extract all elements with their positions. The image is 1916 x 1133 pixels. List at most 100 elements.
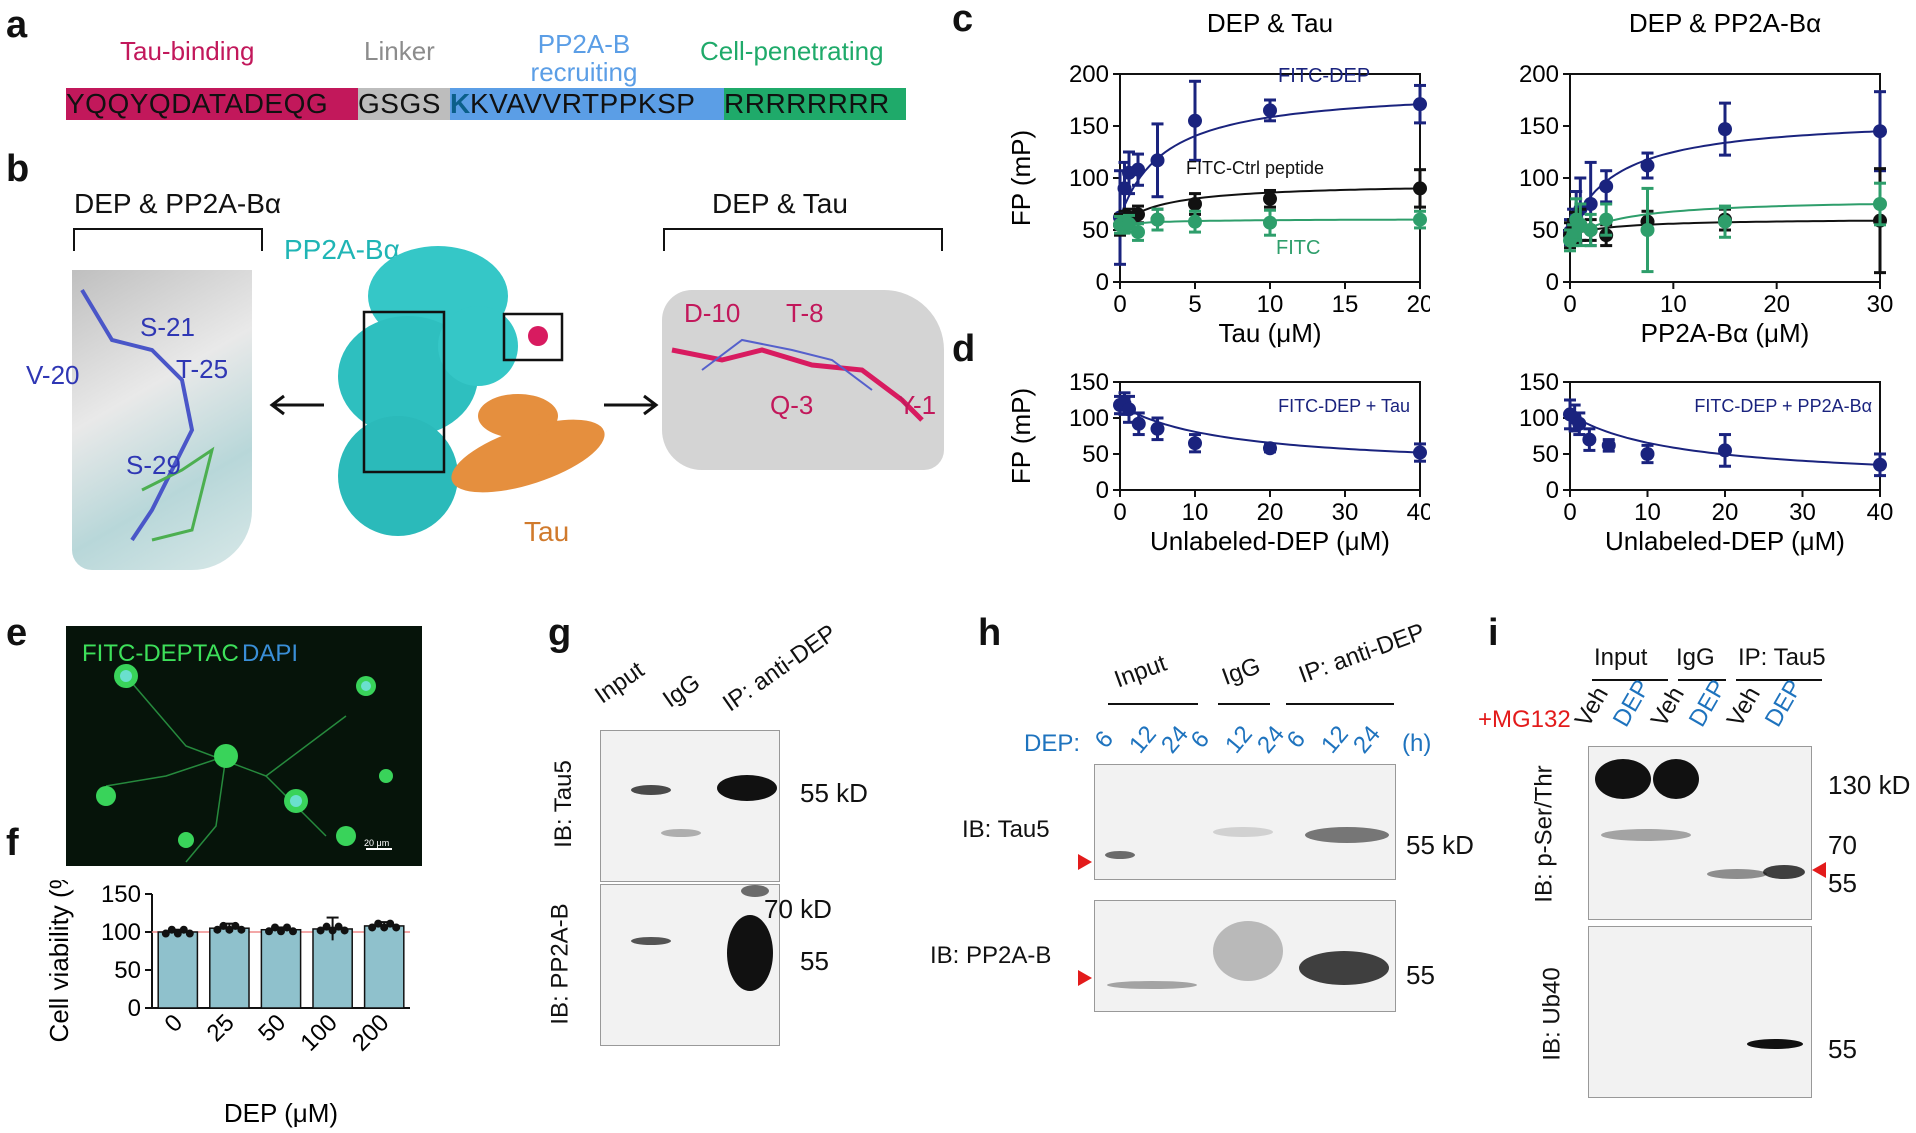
data-point — [1583, 197, 1598, 211]
data-point — [1718, 443, 1732, 458]
panel-label-e: e — [6, 612, 28, 654]
data-point — [1131, 225, 1145, 240]
data-point — [1188, 214, 1202, 229]
data-point — [1873, 197, 1887, 211]
g-marker-55: 55 — [800, 946, 829, 976]
g-lane-igg: IgG — [657, 668, 706, 714]
data-point — [1583, 223, 1598, 237]
x-tick-label: 5 — [1188, 291, 1201, 318]
y-tick-label: 0 — [1096, 269, 1109, 296]
g-blot-tau5 — [600, 730, 780, 882]
h-marker-55: 55 — [1406, 960, 1435, 990]
replicate-point — [179, 925, 188, 934]
x-tick-label: 10 — [1660, 291, 1687, 318]
replicate-point — [173, 929, 182, 938]
panel-label-i: i — [1488, 612, 1499, 654]
panel-label-h: h — [978, 612, 1002, 654]
y-tick-label: 150 — [1069, 370, 1109, 396]
b-res-s21: S-21 — [140, 312, 195, 342]
g-ib-pp2a-wrap: IB: PP2A-B — [547, 890, 590, 1040]
y-tick-label: 50 — [1082, 441, 1109, 468]
seq-cpp: RRRRRRRR — [724, 88, 906, 120]
g-lane-ip: IP: anti-DEP — [717, 619, 842, 718]
x-tick-label: 10 — [1257, 291, 1284, 318]
i-marker-130kd: 130 kD — [1828, 770, 1911, 800]
h-group-ip: IP: anti-DEP — [1295, 618, 1429, 689]
e-title-fitc: FITC-DEPTAC — [82, 640, 239, 667]
data-point — [1413, 445, 1427, 460]
panel-label-d: d — [952, 328, 976, 370]
g-lane-input: Input — [589, 656, 650, 710]
g-marker-70kd: 70 kD — [764, 894, 832, 924]
region-pp2a-label: PP2A-B recruiting — [530, 29, 638, 87]
b-res-y1: Y-1 — [898, 390, 937, 420]
x-tick-label: 0 — [1563, 291, 1576, 318]
i-ib-pser: IB: p-Ser/Thr — [1530, 765, 1558, 903]
x-tick-label: 50 — [253, 1009, 291, 1047]
chart-d-competition-pp2a: 0 10 20 30 40 0 50 100 150 Unlabeled-DEP (μM) FITC… — [1519, 370, 1893, 556]
y-tick-label: 100 — [1069, 405, 1109, 432]
h-timepoint: 6 — [1185, 725, 1215, 754]
y-axis-label: Cell viability (%) — [44, 880, 74, 1042]
bar — [260, 928, 302, 1009]
b-pp2a-label: PP2A-Bα — [284, 234, 400, 265]
data-point — [1131, 162, 1145, 177]
data-point — [1640, 447, 1655, 461]
h-unit: (h) — [1402, 730, 1432, 757]
x-tick-label: 20 — [1257, 499, 1284, 526]
panel-label-c: c — [952, 0, 974, 40]
data-point — [1263, 191, 1277, 206]
x-tick-label: 30 — [1332, 499, 1359, 526]
panel-label-g: g — [548, 612, 572, 654]
replicate-point — [271, 923, 279, 932]
bar — [157, 931, 199, 1009]
data-point — [1873, 124, 1887, 139]
y-tick-label: 100 — [101, 919, 141, 946]
x-tick-label: 10 — [1634, 499, 1661, 526]
replicate-point — [340, 926, 349, 935]
e-microscopy-image — [66, 626, 422, 866]
x-tick-label: 15 — [1332, 291, 1359, 318]
bar — [363, 925, 405, 1009]
panel-label-a: a — [6, 4, 28, 46]
x-axis-label: DEP (μM) — [224, 1098, 338, 1128]
seq-tau-binding: YQQYQDATADEQG — [66, 88, 358, 120]
data-point — [1413, 97, 1427, 112]
y-axis-label: FP (mP) — [1010, 388, 1036, 484]
i-group-input: Input — [1594, 644, 1648, 671]
x-axis-label: Tau (μM) — [1218, 318, 1321, 348]
replicate-point — [316, 926, 325, 935]
data-point — [1599, 179, 1614, 194]
data-point — [1873, 457, 1887, 472]
bar — [209, 927, 250, 1009]
x-axis-label: PP2A-Bα (μM) — [1641, 318, 1810, 348]
data-point — [1150, 421, 1165, 436]
h-arrowhead-tau5-icon — [1078, 854, 1092, 870]
seq-k: K — [450, 88, 470, 120]
replicate-point — [265, 927, 273, 936]
y-tick-label: 50 — [1082, 217, 1109, 244]
data-point — [1413, 212, 1427, 227]
replicate-point — [380, 923, 389, 932]
h-timepoint: 6 — [1089, 725, 1119, 754]
data-point — [1188, 113, 1202, 128]
data-point — [1122, 216, 1136, 231]
replicate-point — [334, 922, 343, 931]
legend-d1: FITC-DEP + Tau — [1278, 396, 1410, 416]
b-left-surface-image — [72, 270, 252, 570]
i-lane-labels: Veh DEP Veh DEP Veh DEP — [1570, 675, 1854, 740]
b-right-surface-image — [662, 290, 944, 470]
g-blot-pp2a — [600, 884, 780, 1046]
i-marker-55: 55 — [1828, 868, 1857, 898]
data-point — [1718, 122, 1732, 137]
replicate-point — [161, 929, 170, 938]
b-tau-label: Tau — [524, 516, 570, 547]
data-point — [1572, 416, 1587, 431]
chart-c-dep-pp2a: 0 10 20 30 0 50 100 150 200 DEP & PP2A-Bα PP2A-Bα … — [1519, 8, 1893, 348]
data-point — [1263, 103, 1277, 118]
data-point — [1131, 207, 1145, 222]
x-tick-label: 100 — [295, 1009, 342, 1056]
y-tick-label: 200 — [1519, 61, 1559, 88]
data-point — [1122, 402, 1136, 417]
h-ib-tau5: IB: Tau5 — [962, 816, 1050, 843]
